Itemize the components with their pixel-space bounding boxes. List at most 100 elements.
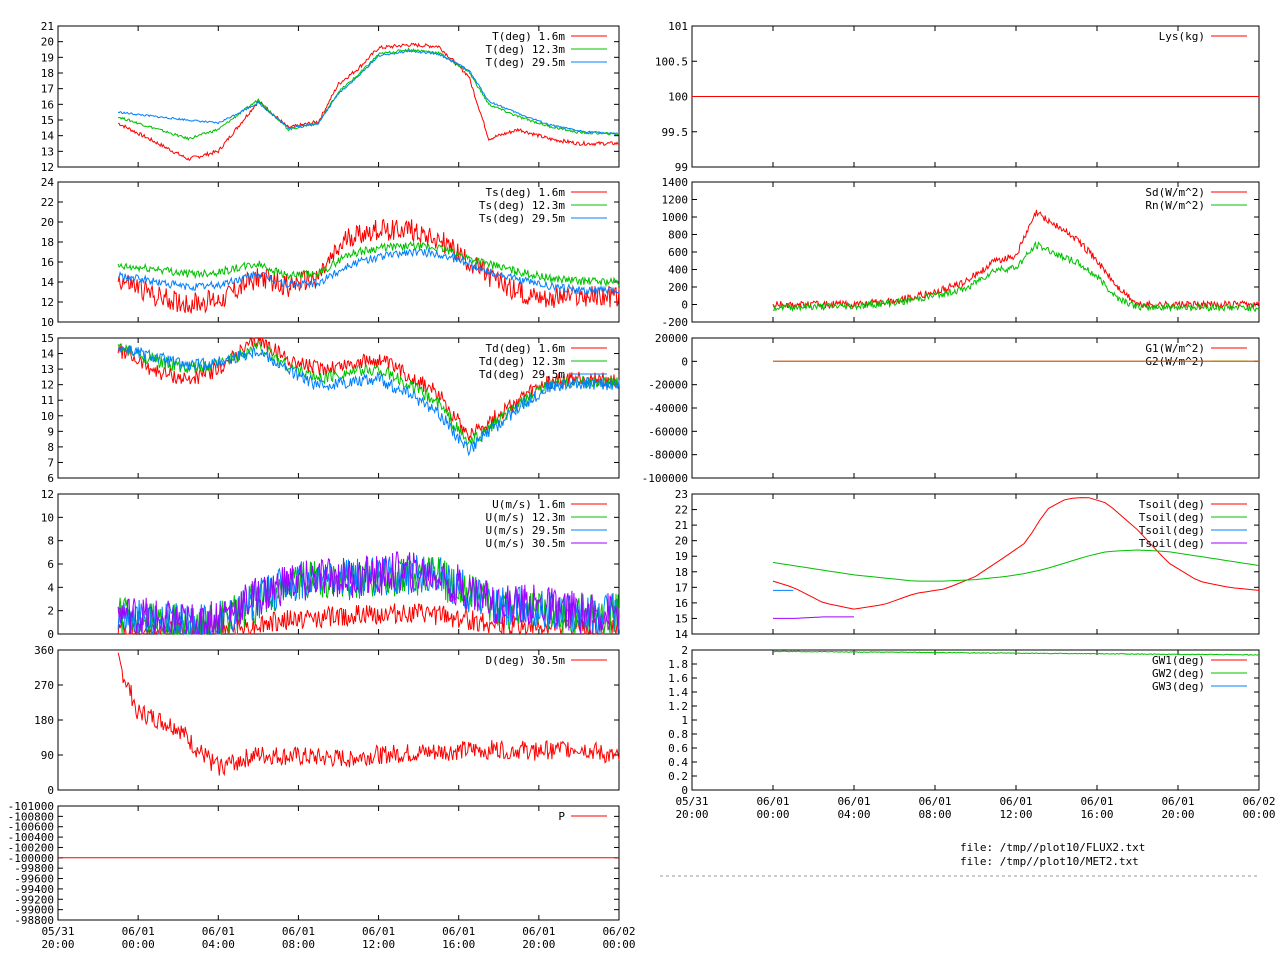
y-tick-label: 10 <box>41 511 54 524</box>
x-tick-date: 05/31 <box>41 925 74 938</box>
y-tick-label: 8 <box>47 535 54 548</box>
y-tick-label: 600 <box>668 246 688 259</box>
legend-label: Lys(kg) <box>1159 30 1205 43</box>
legend-label: Td(deg) 12.3m <box>479 355 565 368</box>
series-line <box>117 218 620 314</box>
legend-label: T(deg) 29.5m <box>486 56 566 69</box>
series-line <box>772 650 1260 656</box>
chart-GW: 00.20.40.60.811.21.41.61.82 GW1(deg)GW2(d… <box>668 644 1260 797</box>
y-tick-label: 10 <box>41 316 54 329</box>
y-tick-label: 0.2 <box>668 770 688 783</box>
legend-label: Ts(deg) 12.3m <box>479 199 565 212</box>
series-line <box>117 337 620 441</box>
y-tick-label: -100800 <box>8 810 54 823</box>
legend-label: Tsoil(deg) <box>1139 524 1205 537</box>
y-tick-label: 180 <box>34 714 54 727</box>
y-tick-label: 20 <box>41 36 54 49</box>
y-tick-label: 99.5 <box>662 126 689 139</box>
y-tick-label: 16 <box>41 256 54 269</box>
y-tick-label: 18 <box>675 566 688 579</box>
legend-label: GW3(deg) <box>1152 680 1205 693</box>
y-tick-label: 18 <box>41 67 54 80</box>
series-line <box>772 549 1260 582</box>
y-tick-label: 1 <box>681 714 688 727</box>
file-line-1: file: /tmp//plot10/FLUX2.txt <box>960 841 1145 854</box>
x-tick-date: 06/02 <box>1242 795 1275 808</box>
x-tick-date: 06/01 <box>282 925 315 938</box>
series-line <box>117 47 620 142</box>
series-line <box>117 240 620 288</box>
y-tick-label: -98800 <box>14 914 54 927</box>
y-tick-label: 12 <box>41 379 54 392</box>
x-tick-date: 06/01 <box>122 925 155 938</box>
chart-D: 0 90 180 270 360 D(deg) 30.5m <box>34 644 620 797</box>
y-tick-label: -80000 <box>648 449 688 462</box>
legend-label: Td(deg) 1.6m <box>486 342 566 355</box>
y-tick-label: 15 <box>675 612 688 625</box>
y-tick-label: 800 <box>668 229 688 242</box>
y-tick-label: 99 <box>675 161 688 174</box>
y-tick-label: 21 <box>675 519 688 532</box>
series-line <box>117 340 620 446</box>
y-tick-label: 14 <box>41 276 55 289</box>
y-tick-label: -101000 <box>8 800 54 813</box>
x-tick-time: 20:00 <box>1161 808 1194 821</box>
y-tick-label: 7 <box>47 456 54 469</box>
chart-Tsoil: 14151617181920212223Tsoil(deg)Tsoil(deg)… <box>675 488 1260 641</box>
x-tick-time: 20:00 <box>41 938 74 951</box>
y-tick-label: -100200 <box>8 841 54 854</box>
y-tick-label: 14 <box>41 130 55 143</box>
file-line-2: file: /tmp//plot10/MET2.txt <box>960 855 1139 868</box>
legend-label: Sd(W/m^2) <box>1145 186 1205 199</box>
y-tick-label: -99600 <box>14 873 54 886</box>
y-tick-label: 360 <box>34 644 54 657</box>
series-line <box>117 345 620 457</box>
y-tick-label: 9 <box>47 425 54 438</box>
y-tick-label: -100000 <box>8 852 54 865</box>
chart-Lys: 99 99.5 100 100.5 101 Lys(kg) <box>655 20 1260 174</box>
y-tick-label: 14 <box>41 348 55 361</box>
y-tick-label: 17 <box>41 83 54 96</box>
legend-label: Tsoil(deg) <box>1139 511 1205 524</box>
y-tick-label: 23 <box>675 488 688 501</box>
x-tick-date: 05/31 <box>675 795 708 808</box>
y-tick-label: -40000 <box>648 402 688 415</box>
x-tick-time: 20:00 <box>675 808 708 821</box>
series-line <box>117 551 620 635</box>
y-tick-label: 400 <box>668 264 688 277</box>
y-tick-label: 0 <box>681 784 688 797</box>
chart-Rad: -200 0 200 400 600 800 1000 1200 1400 Sd(W/m^2)Rn… <box>662 176 1260 329</box>
y-tick-label: 0.6 <box>668 742 688 755</box>
legend-label: Td(deg) 29.5m <box>479 368 565 381</box>
y-tick-label: -99400 <box>14 883 54 896</box>
plot-frame <box>57 25 620 168</box>
legend-label: U(m/s) 30.5m <box>486 537 566 550</box>
y-tick-label: 15 <box>41 114 54 127</box>
y-tick-label: 16 <box>41 98 54 111</box>
y-tick-label: -100400 <box>8 831 54 844</box>
legend-label: D(deg) 30.5m <box>486 654 566 667</box>
file-list: file: /tmp//plot10/FLUX2.txt file: /tmp/… <box>660 841 1260 877</box>
y-tick-label: 21 <box>41 20 54 33</box>
plot-frame <box>57 337 620 479</box>
y-tick-label: 17 <box>675 581 688 594</box>
y-tick-label: 200 <box>668 281 688 294</box>
y-tick-label: 8 <box>47 441 54 454</box>
series-line <box>117 652 620 777</box>
time-axis-right: 05/3120:0006/0100:0006/0104:0006/0108:00… <box>675 795 1275 821</box>
y-tick-label: -99000 <box>14 904 54 917</box>
y-tick-label: 19 <box>41 51 54 64</box>
x-tick-date: 06/01 <box>837 795 870 808</box>
legend-label: Tsoil(deg) <box>1139 537 1205 550</box>
x-tick-time: 00:00 <box>602 938 635 951</box>
y-tick-label: 0 <box>47 628 54 641</box>
y-tick-label: -99800 <box>14 862 54 875</box>
y-tick-label: 0.4 <box>668 756 688 769</box>
x-tick-time: 04:00 <box>202 938 235 951</box>
y-tick-label: 0 <box>681 355 688 368</box>
legend-label: P <box>558 810 565 823</box>
legend-label: U(m/s) 1.6m <box>492 498 565 511</box>
chart-G: -100000 -80000 -60000 -40000 -20000 0 20000 G1(… <box>642 332 1260 485</box>
